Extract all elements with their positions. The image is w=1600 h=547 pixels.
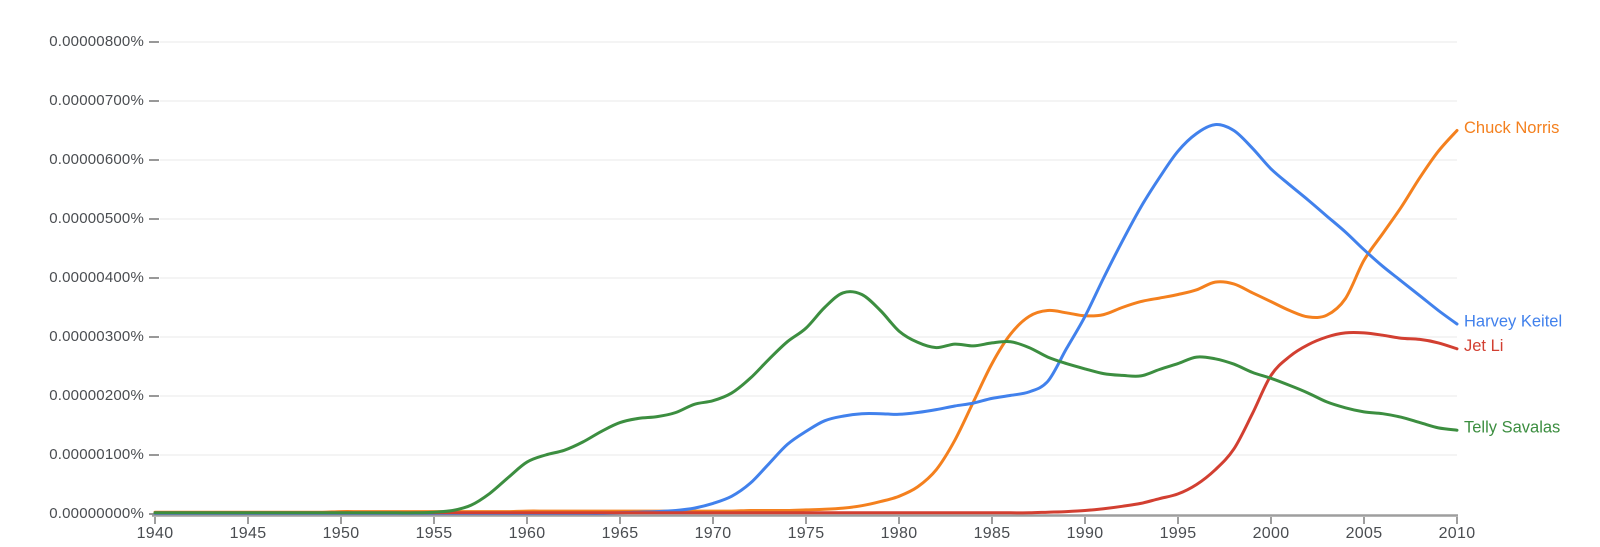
series-line-telly-savalas[interactable] xyxy=(153,290,1459,515)
y-axis-label: 0.00000100% xyxy=(49,446,144,463)
y-axis-label: 0.00000400% xyxy=(49,269,144,286)
x-axis-label: 1950 xyxy=(323,525,360,542)
y-axis-label: 0.00000500% xyxy=(49,210,144,227)
x-axis-label: 1955 xyxy=(416,525,453,542)
x-axis-label: 2005 xyxy=(1346,525,1383,542)
x-axis-label: 1975 xyxy=(788,525,825,542)
series-label-chuck-norris[interactable]: Chuck Norris xyxy=(1464,119,1559,137)
y-axis-label: 0.00000200% xyxy=(49,387,144,404)
x-axis-label: 1945 xyxy=(230,525,267,542)
series-label-jet-li[interactable]: Jet Li xyxy=(1464,337,1503,355)
x-axis-label: 1940 xyxy=(137,525,174,542)
x-axis-label: 2000 xyxy=(1253,525,1290,542)
y-axis-label: 0.00000000% xyxy=(49,505,144,522)
series-label-harvey-keitel[interactable]: Harvey Keitel xyxy=(1464,312,1562,330)
x-axis-label: 1980 xyxy=(881,525,918,542)
series-label-telly-savalas[interactable]: Telly Savalas xyxy=(1464,419,1560,437)
series-line-jet-li[interactable] xyxy=(153,330,1459,515)
x-axis-label: 1995 xyxy=(1160,525,1197,542)
y-axis-label: 0.00000300% xyxy=(49,328,144,345)
x-axis-label: 1990 xyxy=(1067,525,1104,542)
y-axis-label: 0.00000600% xyxy=(49,151,144,168)
x-axis-label: 1970 xyxy=(695,525,732,542)
x-axis-label: 1985 xyxy=(974,525,1011,542)
y-axis-label: 0.00000800% xyxy=(49,33,144,50)
y-axis-label: 0.00000700% xyxy=(49,92,144,109)
x-axis-label: 1960 xyxy=(509,525,546,542)
x-axis-label: 1965 xyxy=(602,525,639,542)
x-axis-label: 2010 xyxy=(1439,525,1476,542)
